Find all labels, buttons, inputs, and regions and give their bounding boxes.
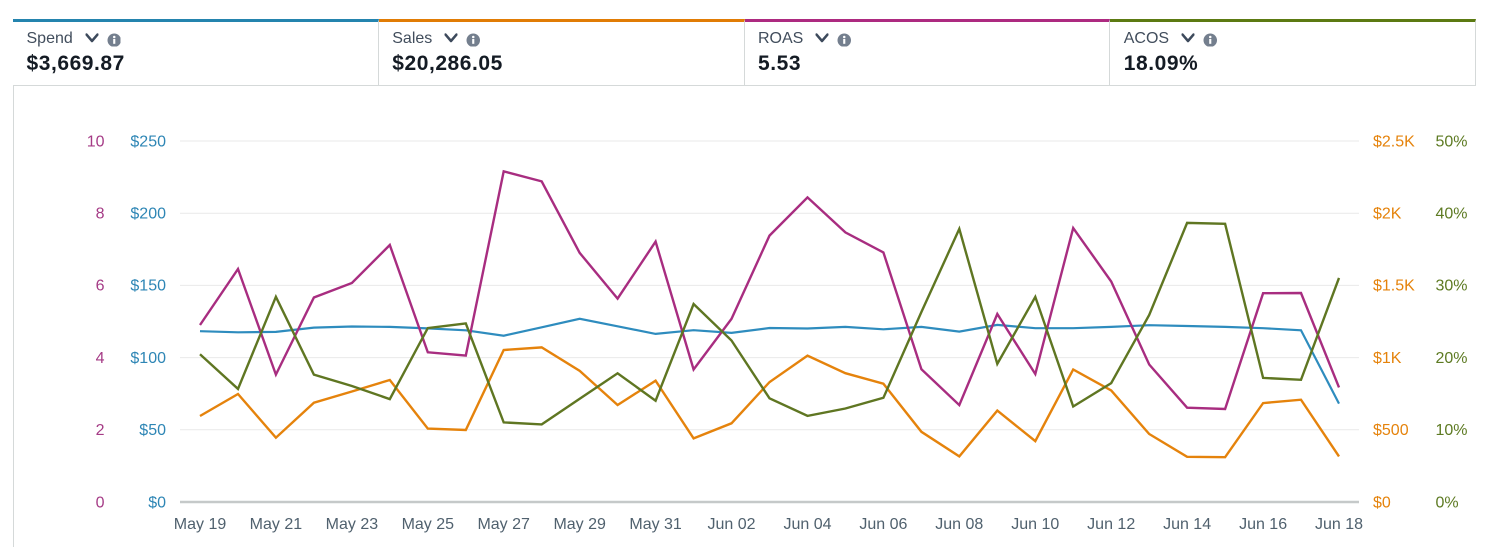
svg-text:$1.5K: $1.5K — [1373, 278, 1415, 295]
svg-text:10: 10 — [87, 133, 105, 150]
svg-text:$0: $0 — [1373, 494, 1391, 511]
svg-text:0: 0 — [96, 494, 105, 511]
svg-text:$250: $250 — [130, 133, 166, 150]
svg-text:May 29: May 29 — [553, 516, 606, 533]
svg-text:2: 2 — [96, 422, 105, 439]
svg-text:May 31: May 31 — [629, 516, 682, 533]
svg-text:$2.5K: $2.5K — [1373, 133, 1415, 150]
svg-text:Jun 12: Jun 12 — [1087, 516, 1135, 533]
svg-text:4: 4 — [96, 350, 105, 367]
svg-text:May 23: May 23 — [326, 516, 379, 533]
svg-text:Jun 08: Jun 08 — [935, 516, 983, 533]
svg-text:$2K: $2K — [1373, 206, 1402, 223]
svg-text:$1K: $1K — [1373, 350, 1402, 367]
svg-text:May 25: May 25 — [402, 516, 455, 533]
svg-text:50%: 50% — [1436, 133, 1468, 150]
svg-text:Jun 18: Jun 18 — [1315, 516, 1363, 533]
svg-text:6: 6 — [96, 278, 105, 295]
svg-text:Jun 06: Jun 06 — [859, 516, 907, 533]
svg-text:May 27: May 27 — [477, 516, 530, 533]
svg-text:Jun 02: Jun 02 — [707, 516, 755, 533]
svg-text:$150: $150 — [130, 278, 166, 295]
svg-text:$100: $100 — [130, 350, 166, 367]
svg-text:Jun 16: Jun 16 — [1239, 516, 1287, 533]
svg-text:May 21: May 21 — [250, 516, 303, 533]
svg-text:20%: 20% — [1436, 350, 1468, 367]
svg-text:$0: $0 — [148, 494, 166, 511]
svg-text:$200: $200 — [130, 206, 166, 223]
svg-text:0%: 0% — [1436, 494, 1459, 511]
svg-text:Jun 10: Jun 10 — [1011, 516, 1059, 533]
svg-text:10%: 10% — [1436, 422, 1468, 439]
svg-text:$50: $50 — [139, 422, 166, 439]
svg-text:40%: 40% — [1436, 206, 1468, 223]
svg-text:Jun 14: Jun 14 — [1163, 516, 1211, 533]
svg-text:8: 8 — [96, 206, 105, 223]
svg-text:May 19: May 19 — [174, 516, 227, 533]
svg-text:30%: 30% — [1436, 278, 1468, 295]
svg-text:Jun 04: Jun 04 — [783, 516, 831, 533]
svg-text:$500: $500 — [1373, 422, 1409, 439]
